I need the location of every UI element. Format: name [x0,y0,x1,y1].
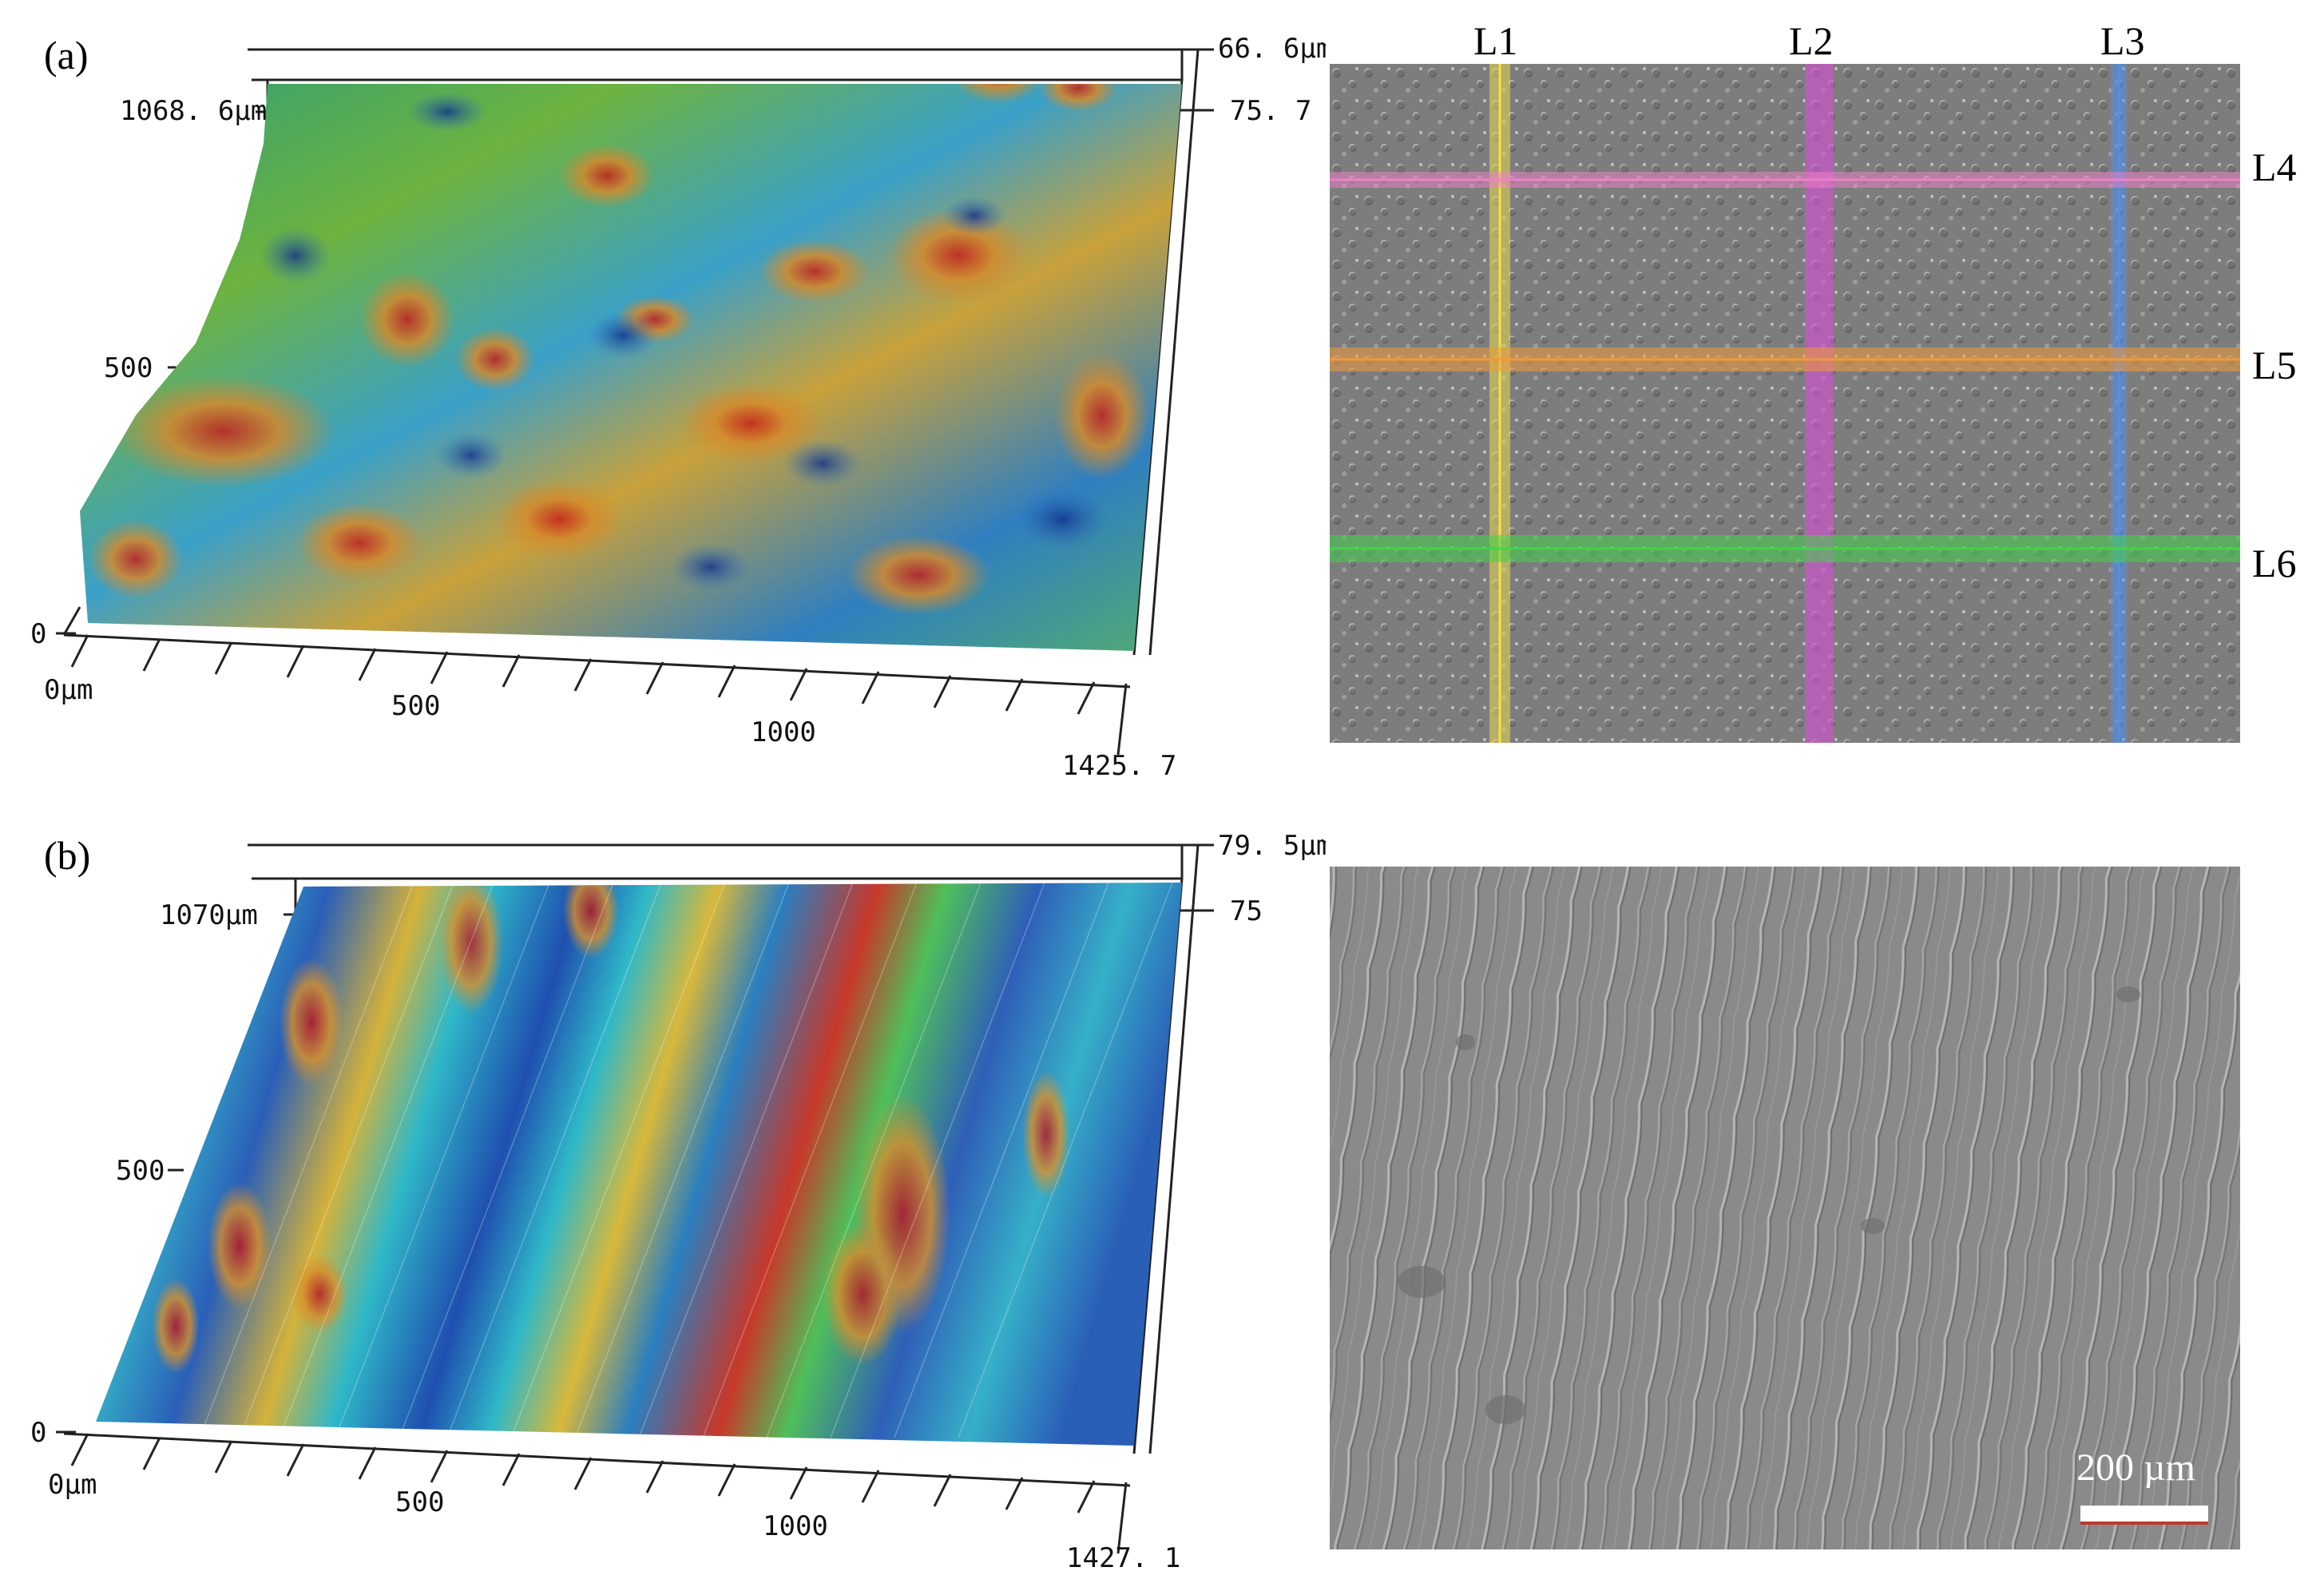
label-L5: L5 [2252,343,2297,387]
z-min-label-b: 75 [1230,895,1263,927]
x-axis-ticks-b [70,1433,1128,1554]
panel-b-label: (b) [44,833,91,878]
label-L6: L6 [2252,541,2297,585]
x-origin-label-a: 0µm [44,674,93,706]
surface-texture-b [96,883,1182,1446]
panel-b: (b) [0,799,2324,1587]
y-zero-label-b: 0 [30,1417,46,1449]
z-max-label-b: 79. 5µm [1218,830,1326,862]
z-min-label-a: 75. 7 [1230,95,1311,127]
surface-plot-b: 79. 5µm 75 1070µm 500 0 0µm 500 1000 142… [30,830,1326,1574]
x-axis-ticks-a [70,634,1128,756]
y-mid-label-a: 500 [104,352,153,384]
x-tick-500-a: 500 [391,690,440,722]
x-tick-1000-a: 1000 [751,716,816,748]
micrograph-texture-a [1330,64,2240,743]
scale-bar-label: 200 µm [2076,1446,2195,1489]
x-max-label-b: 1427. 1 [1066,1542,1180,1574]
surface-plot-a: 66. 6µm 75. 7 1068. 6µm 500 0 0µm 500 10… [30,33,1326,782]
micrograph-texture-b [1330,867,2240,1549]
y-max-label-b: 1070µm [160,899,258,931]
label-L2: L2 [1789,18,1834,63]
label-L1: L1 [1473,18,1518,63]
label-L3: L3 [2100,18,2145,63]
z-max-label-a: 66. 6µm [1218,33,1326,65]
x-origin-label-b: 0µm [48,1469,97,1501]
x-tick-1000-b: 1000 [763,1510,828,1542]
label-L4: L4 [2252,145,2297,189]
surface-texture-a [80,84,1182,651]
x-tick-500-b: 500 [395,1486,444,1518]
surface-frame-b [63,843,1214,1487]
micrograph-a [1330,64,2240,743]
y-max-label-a: 1068. 6µm [120,95,267,127]
micrograph-b: 200 µm [1330,867,2240,1549]
panel-a-label: (a) [44,33,89,77]
line-L2 [1805,64,1834,743]
x-max-label-a: 1425. 7 [1062,750,1176,782]
y-zero-label-a: 0 [30,618,46,650]
y-mid-label-b: 500 [116,1155,165,1187]
panel-a: (a) [0,0,2324,791]
